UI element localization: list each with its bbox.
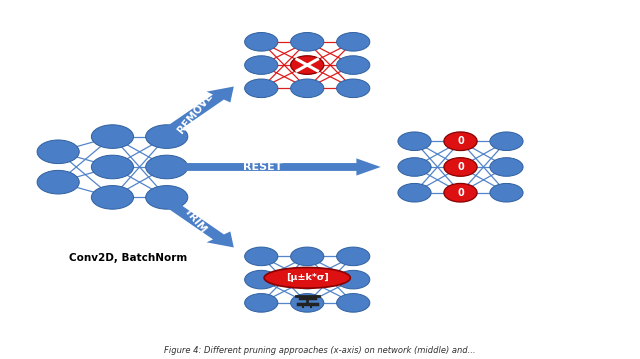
Circle shape: [244, 294, 278, 312]
Circle shape: [398, 183, 431, 202]
Circle shape: [337, 294, 370, 312]
Circle shape: [291, 294, 324, 312]
Circle shape: [92, 186, 134, 209]
Circle shape: [244, 270, 278, 289]
Circle shape: [398, 132, 431, 150]
Circle shape: [398, 158, 431, 176]
Circle shape: [291, 33, 324, 51]
Circle shape: [291, 270, 324, 289]
Circle shape: [337, 56, 370, 74]
Text: [μ±k*σ]: [μ±k*σ]: [286, 273, 328, 282]
Text: RESET: RESET: [243, 162, 283, 172]
Circle shape: [146, 186, 188, 209]
Circle shape: [244, 79, 278, 98]
Circle shape: [291, 56, 324, 74]
Circle shape: [92, 125, 134, 148]
Circle shape: [444, 132, 477, 150]
Circle shape: [92, 155, 134, 179]
Circle shape: [291, 79, 324, 98]
Text: 0: 0: [457, 188, 464, 198]
Circle shape: [337, 33, 370, 51]
Circle shape: [291, 247, 324, 266]
Circle shape: [337, 247, 370, 266]
Text: TRIM: TRIM: [182, 206, 209, 236]
FancyArrow shape: [167, 158, 381, 176]
Circle shape: [37, 140, 79, 164]
FancyArrow shape: [158, 87, 234, 137]
Circle shape: [444, 183, 477, 202]
Circle shape: [490, 183, 523, 202]
Circle shape: [244, 33, 278, 51]
Text: Conv2D, BatchNorm: Conv2D, BatchNorm: [69, 253, 188, 263]
Text: 0: 0: [457, 136, 464, 146]
Text: REMOVE: REMOVE: [176, 91, 214, 135]
Circle shape: [337, 79, 370, 98]
Circle shape: [146, 125, 188, 148]
Ellipse shape: [264, 267, 350, 288]
Circle shape: [244, 247, 278, 266]
Circle shape: [490, 158, 523, 176]
Circle shape: [244, 56, 278, 74]
Circle shape: [37, 171, 79, 194]
FancyArrow shape: [158, 197, 234, 247]
Circle shape: [490, 132, 523, 150]
Text: Figure 4: Different pruning approaches (x-axis) on network (middle) and...: Figure 4: Different pruning approaches (…: [164, 346, 476, 355]
Circle shape: [337, 270, 370, 289]
Circle shape: [444, 158, 477, 176]
Circle shape: [146, 155, 188, 179]
Text: 0: 0: [457, 162, 464, 172]
